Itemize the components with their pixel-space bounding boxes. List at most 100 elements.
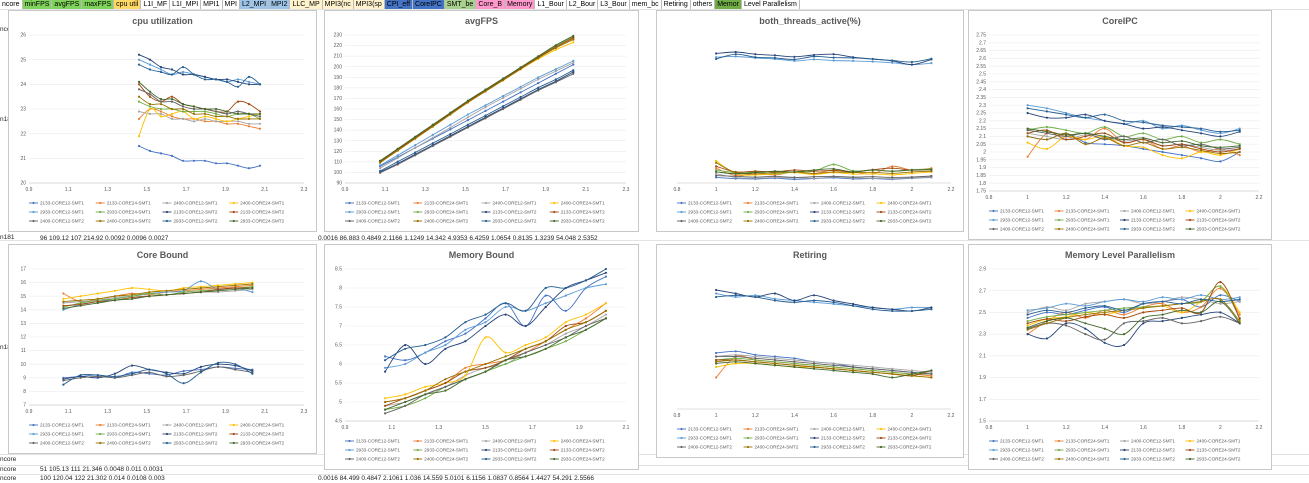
data-point: [96, 292, 99, 295]
header-cell[interactable]: Core_B: [476, 0, 506, 9]
header-cell[interactable]: avgFPS: [52, 0, 83, 9]
data-point: [1200, 311, 1203, 314]
data-point: [404, 359, 407, 362]
legend-marker: [416, 439, 419, 443]
chart-retiring[interactable]: Retiring 0.8 1 1.2 1.4 1.6 1.8 2 2.2 2133-CORE12-…: [656, 244, 964, 458]
data-point: [910, 169, 913, 172]
data-point: [930, 376, 933, 379]
data-point: [1219, 138, 1222, 141]
header-cell[interactable]: CPI_eff: [384, 0, 414, 9]
header-cell[interactable]: MPI2: [269, 0, 291, 9]
header-cell[interactable]: mem_bc: [629, 0, 662, 9]
data-point: [251, 286, 254, 290]
data-point: [852, 176, 855, 179]
header-cell[interactable]: MPI: [222, 0, 240, 9]
chart-legend: 2133-CORE12-SMT1 2133-CORE24-SMT1 2400-COR…: [677, 201, 932, 224]
data-point: [444, 381, 447, 385]
legend-entry: 2133-CORE24-SMT1: [107, 423, 151, 428]
legend-marker: [32, 441, 35, 445]
data-point: [544, 286, 547, 290]
legend-entry: 2400-CORE12-SMT2: [40, 219, 84, 224]
data-point: [715, 57, 718, 61]
data-point: [137, 83, 141, 86]
y-tick-label: 90: [336, 181, 342, 187]
header-cell[interactable]: MPI3(nc: [322, 0, 354, 9]
y-tick-label: 8.5: [335, 267, 342, 273]
data-point: [424, 343, 427, 347]
header-cell[interactable]: Memory: [505, 0, 536, 9]
header-cell[interactable]: LLC_MP: [290, 0, 323, 9]
data-point: [871, 367, 874, 370]
header-cell[interactable]: L1I_MF: [141, 0, 171, 9]
data-point: [1045, 315, 1048, 318]
data-point: [484, 370, 487, 373]
series-line: [379, 69, 574, 172]
data-point: [444, 378, 447, 381]
chart-both-threads-active[interactable]: both_threads_active(%) 0.8 1 1.2 1.4 1.6 1.8 2 2…: [656, 10, 964, 232]
legend-entry: 2133-CORE12-SMT1: [40, 201, 84, 206]
data-point: [449, 111, 452, 114]
data-point: [203, 117, 207, 120]
chart-title: Retiring: [793, 250, 827, 260]
data-point: [1219, 146, 1222, 149]
chart-core-bound[interactable]: Core Bound 7 8 9 10 11 12 13 14 15 16 17 0.9 1.1 1.3 1.…: [8, 244, 317, 454]
chart-coreipc[interactable]: CoreIPC 1.75 1.8 1.85 1.9 1.95 2 2.05 2.1 2.15 2.2…: [968, 10, 1272, 240]
series-line: [63, 282, 253, 300]
data-point: [584, 317, 587, 320]
data-point: [79, 376, 82, 379]
header-cell[interactable]: L1I_MPI: [170, 0, 202, 9]
data-point: [930, 306, 933, 309]
data-point: [1084, 322, 1087, 325]
header-cell[interactable]: ncore: [0, 0, 23, 9]
chart-memory-level-parallelism[interactable]: Memory Level Parallelism 1.5 1.7 1.9 2.1 2.3 2…: [968, 244, 1272, 470]
series-line: [1027, 132, 1240, 155]
chart-memory-bound[interactable]: Memory Bound 4.5 5 5.5 6 6.5 7 7.5 8 8.5 0.9 1.1 1.3…: [324, 244, 639, 470]
header-cell[interactable]: maxFPS: [82, 0, 115, 9]
header-cell[interactable]: Retiring: [661, 0, 691, 9]
data-point: [159, 152, 163, 155]
series-line: [716, 176, 932, 180]
data-point: [1219, 285, 1222, 288]
legend-entry: 2933-CORE24-SMT2: [561, 219, 605, 224]
legend-entry: 2933-CORE12-SMT1: [1000, 448, 1044, 453]
header-cell[interactable]: L1_Bour: [535, 0, 567, 9]
header-cell[interactable]: CoreIPC: [413, 0, 445, 9]
data-point: [444, 385, 447, 388]
data-point: [384, 412, 387, 415]
header-cell[interactable]: MPI3(sp: [353, 0, 385, 9]
data-point: [203, 110, 207, 113]
row-label: ncore: [0, 456, 17, 463]
header-cell[interactable]: minFPS: [22, 0, 53, 9]
chart-avgfps[interactable]: avgFPS 90 100 110 120 130 140 150 160 170 180 190 20…: [324, 10, 639, 232]
data-point: [148, 95, 152, 98]
header-cell[interactable]: L2_MPI: [239, 0, 270, 9]
header-cell[interactable]: SMT_be: [444, 0, 477, 9]
data-point: [832, 364, 835, 367]
x-tick-label: 2.1: [582, 187, 589, 193]
header-cell[interactable]: Memor: [715, 0, 742, 9]
legend-entry: 2933-CORE24-SMT1: [107, 210, 151, 215]
series-line: [1027, 129, 1240, 153]
header-cell[interactable]: MPI1: [201, 0, 223, 9]
chart-cpu-utilization[interactable]: cpu utilization 20 21 22 23 24 25 26 0.9 1.1 1.3 1.…: [8, 10, 317, 232]
data-point: [715, 52, 718, 55]
data-point: [891, 172, 894, 175]
legend-marker: [484, 457, 488, 461]
data-point: [537, 55, 540, 58]
data-point: [170, 95, 174, 98]
y-tick-label: 4.5: [335, 419, 342, 425]
header-cell[interactable]: Level Parallelism: [741, 0, 800, 9]
data-point: [1161, 141, 1164, 144]
data-point: [734, 362, 737, 365]
chart-legend: 2133-CORE12-SMT1 2133-CORE24-SMT1 2400-COR…: [989, 439, 1241, 462]
data-point: [1122, 316, 1126, 319]
legend-marker: [992, 457, 995, 461]
header-cell[interactable]: L3_Bour: [598, 0, 630, 9]
header-cell[interactable]: cpu util: [114, 0, 142, 9]
header-cell[interactable]: L2_Bour: [566, 0, 599, 9]
data-point: [1084, 304, 1087, 307]
data-point: [214, 78, 218, 81]
data-point: [62, 307, 65, 310]
legend-entry: 2133-CORE24-SMT2: [240, 210, 284, 215]
header-cell[interactable]: others: [690, 0, 716, 9]
